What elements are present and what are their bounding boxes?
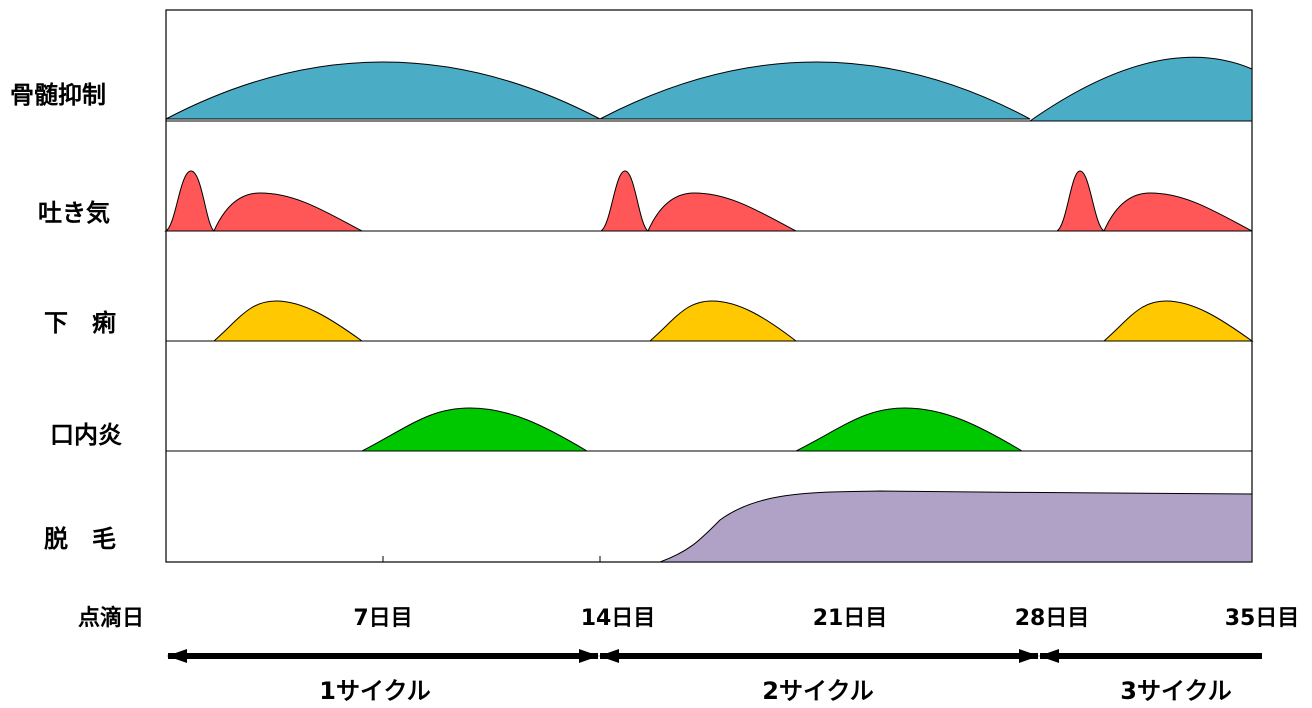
- nausea-acute-cycle-3: [1055, 170, 1106, 232]
- axis-start-label: 点滴日: [78, 605, 144, 631]
- diarrhea-curve-cycle-2: [648, 300, 798, 342]
- marrow-curve-cycle-1: [165, 61, 601, 120]
- tick-label-day-28: 28日目: [1015, 606, 1090, 631]
- marrow-suppression-curves: [165, 56, 1253, 122]
- row-label-marrow-suppression: 骨髄抑制: [10, 81, 106, 109]
- stomatitis-curve-cycle-1: [361, 407, 589, 452]
- marrow-curve-cycle-3: [1028, 56, 1253, 122]
- nausea-acute-cycle-1: [164, 170, 216, 232]
- cycle-label-2: 2サイクル: [762, 677, 874, 704]
- diarrhea-curves: [212, 300, 1254, 342]
- row-label-nausea: 吐き気: [38, 199, 110, 227]
- stomatitis-curve-cycle-2: [795, 407, 1024, 452]
- nausea-delayed-cycle-3: [1103, 192, 1253, 232]
- diarrhea-curve-cycle-1: [212, 300, 364, 342]
- marrow-curve-cycle-2: [599, 61, 1031, 120]
- row-label-diarrhea: 下 痢: [44, 309, 116, 337]
- nausea-delayed-cycle-1: [213, 192, 363, 232]
- cycle-label-3: 3サイクル: [1120, 677, 1232, 704]
- row-label-hair-loss: 脱 毛: [44, 525, 116, 553]
- nausea-acute-cycle-2: [599, 170, 650, 232]
- tick-label-day-14: 14日目: [581, 606, 656, 631]
- diarrhea-curve-cycle-3: [1102, 300, 1254, 342]
- nausea-delayed-cycle-2: [647, 192, 797, 232]
- cycle-label-1: 1サイクル: [319, 677, 431, 704]
- hair-loss-curve: [659, 490, 1253, 563]
- tick-label-day-21: 21日目: [813, 606, 888, 631]
- row-label-stomatitis: 口内炎: [50, 421, 122, 449]
- stomatitis-curves: [361, 407, 1024, 452]
- tick-label-day-35: 35日目: [1225, 606, 1300, 631]
- nausea-curves: [164, 170, 1253, 232]
- tick-label-day-7: 7日目: [353, 606, 412, 631]
